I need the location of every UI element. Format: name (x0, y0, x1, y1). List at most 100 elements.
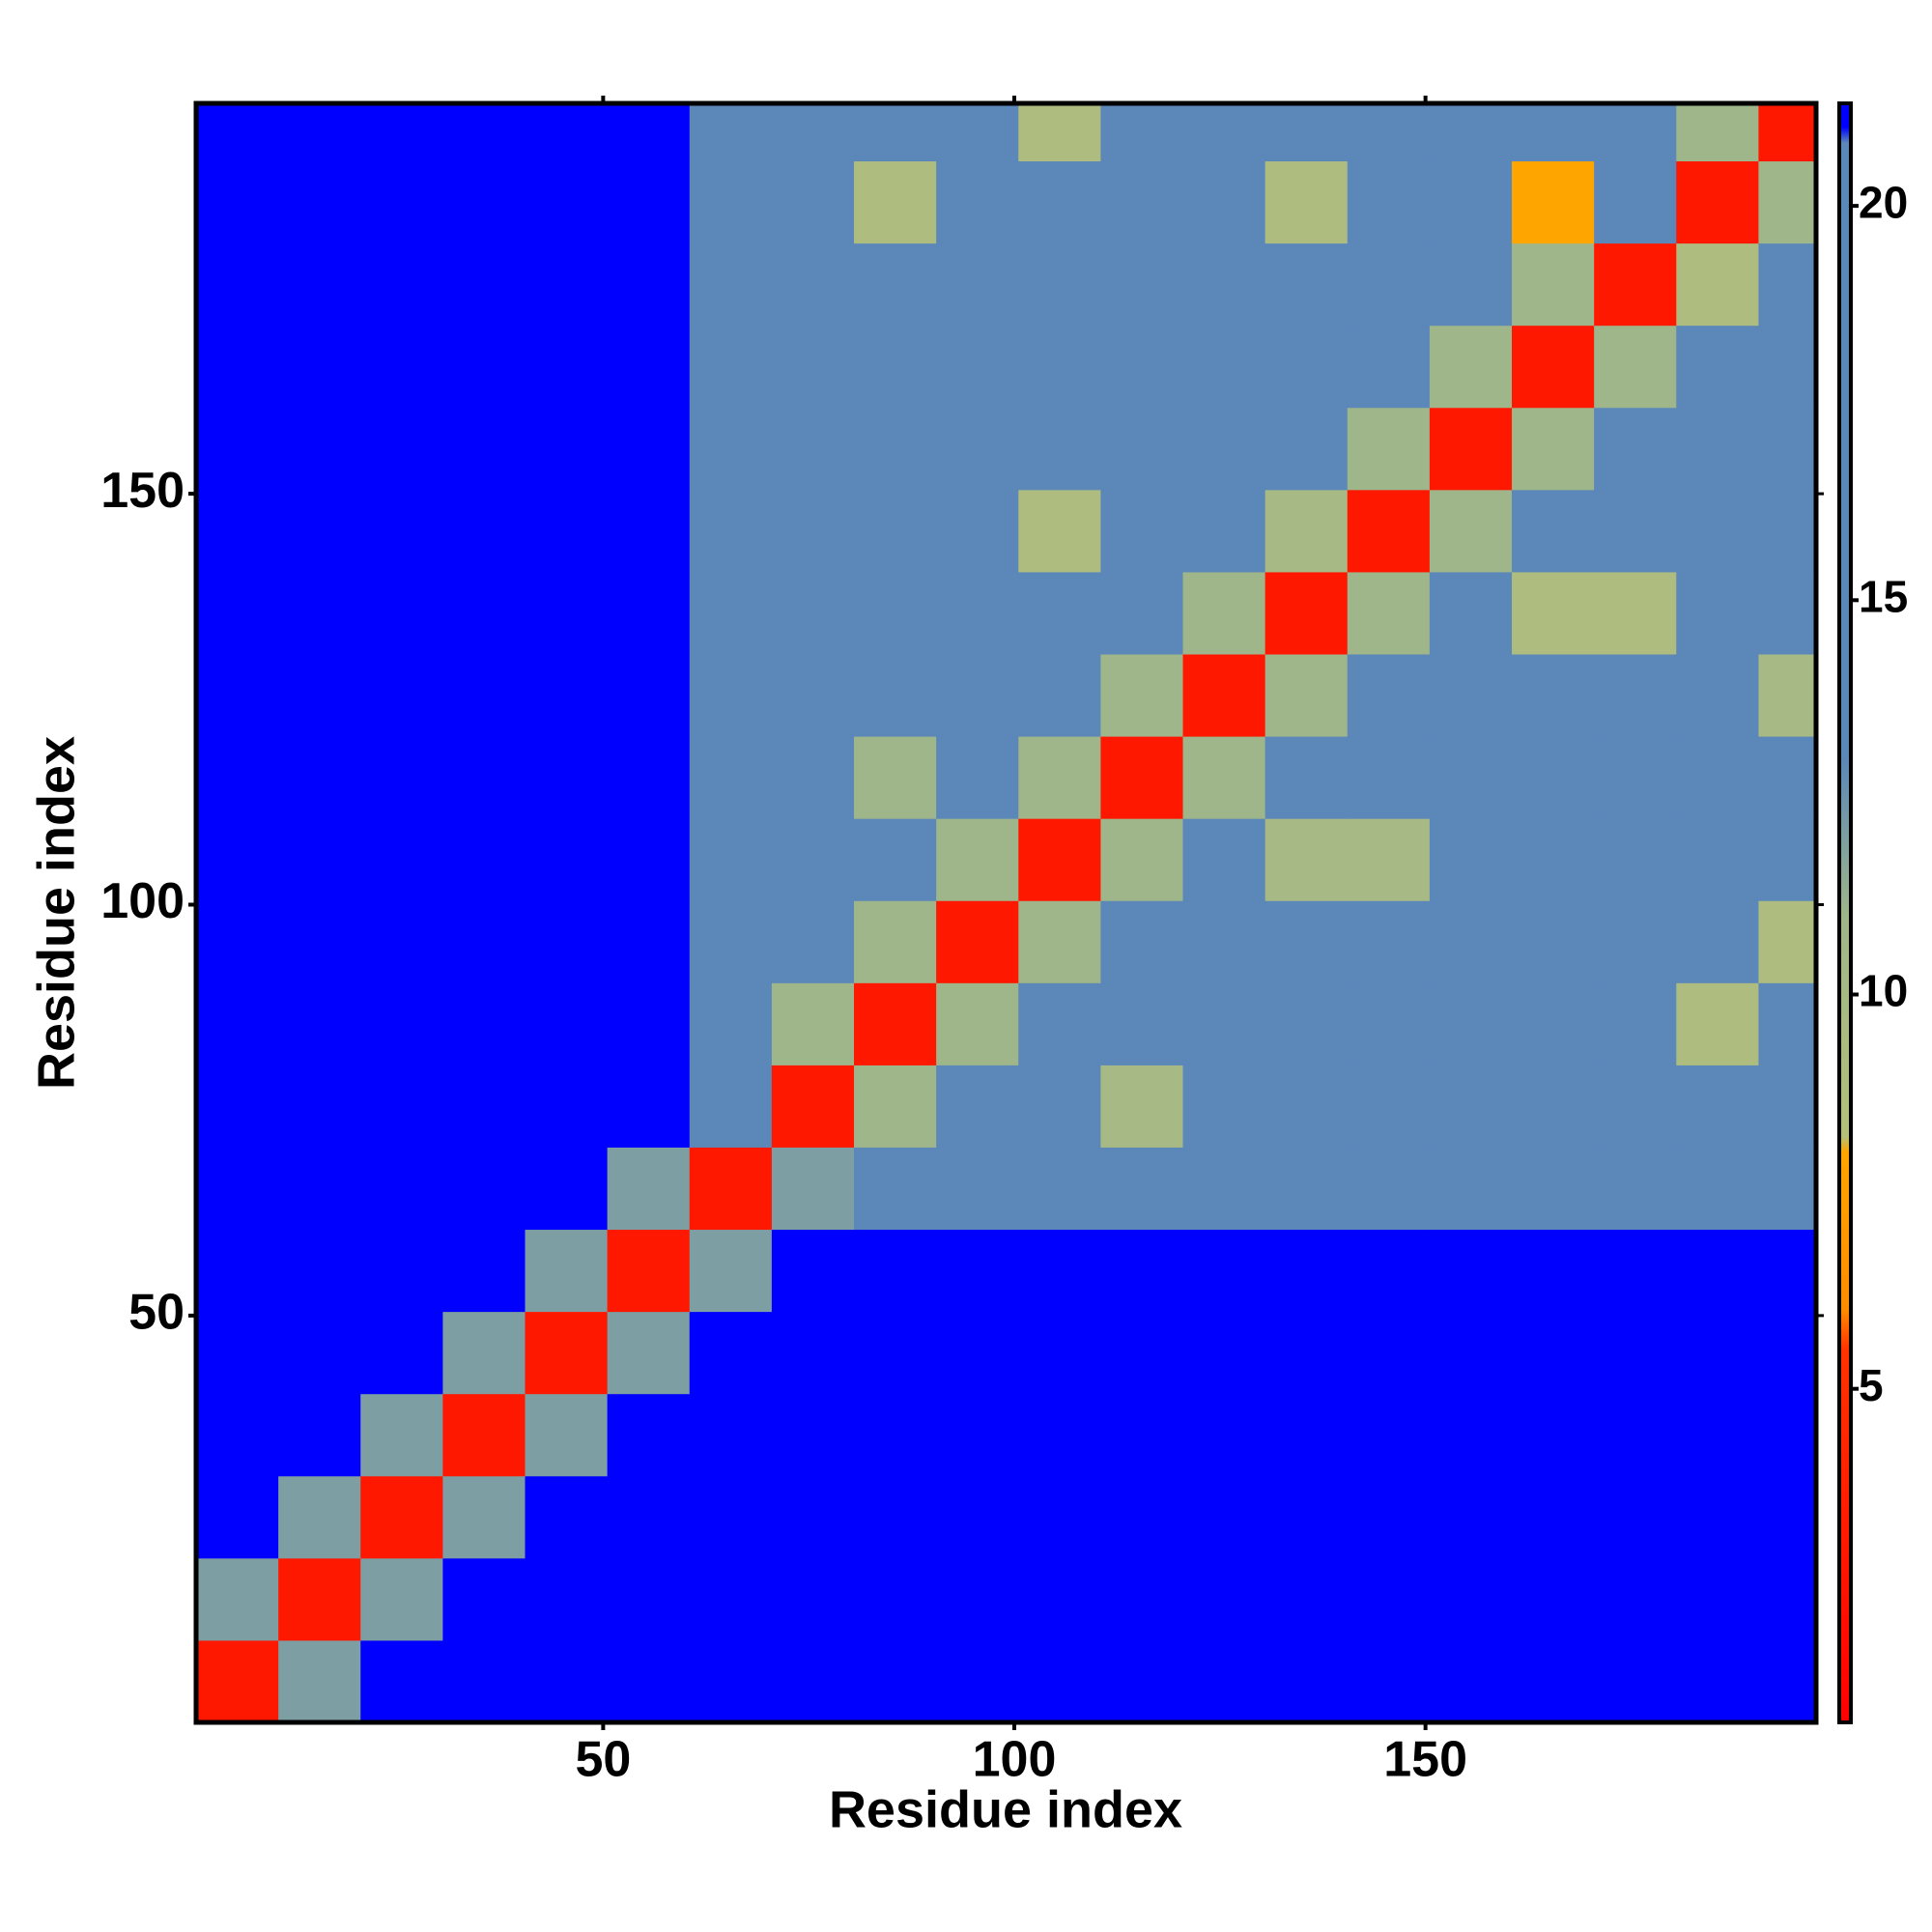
heatmap-cell (1264, 818, 1349, 901)
heatmap-cell (1182, 1475, 1266, 1559)
heatmap-cell (1100, 654, 1184, 737)
heatmap-cell (196, 982, 279, 1065)
heatmap-cell (196, 654, 279, 737)
heatmap-cells (196, 103, 1816, 1722)
heatmap-cell (1100, 407, 1184, 491)
heatmap-cell (689, 1639, 773, 1722)
heatmap-cell (360, 900, 443, 983)
heatmap-cell (1512, 1557, 1595, 1641)
heatmap-cell (1758, 1393, 1816, 1477)
heatmap-cell (1758, 1065, 1816, 1148)
heatmap-cell (1264, 1393, 1349, 1477)
heatmap-cell (1676, 325, 1759, 409)
heatmap-cell (771, 1065, 855, 1148)
heatmap-cell (689, 982, 773, 1065)
heatmap-cell (1758, 1311, 1816, 1395)
heatmap-cell (525, 242, 609, 327)
heatmap-cell (936, 900, 1019, 983)
heatmap-cell (278, 1639, 361, 1722)
heatmap-cell (936, 818, 1019, 901)
heatmap-cell (1182, 489, 1266, 573)
heatmap-cell (1264, 1229, 1349, 1313)
heatmap-cell (1347, 1639, 1431, 1722)
heatmap-cell (525, 736, 609, 819)
heatmap-cell (771, 1393, 855, 1477)
heatmap-cell (1512, 571, 1595, 655)
heatmap-cell (607, 407, 691, 491)
heatmap-cell (525, 900, 609, 983)
heatmap-cell (1758, 1557, 1816, 1641)
heatmap-cell (1429, 1147, 1513, 1231)
heatmap-cell (936, 1147, 1019, 1231)
heatmap-cell (607, 571, 691, 655)
heatmap-cell (278, 982, 361, 1065)
heatmap-cell (936, 654, 1019, 737)
heatmap-cell (607, 489, 691, 573)
heatmap-cell (1347, 982, 1431, 1065)
heatmap-cell (1264, 1475, 1349, 1559)
heatmap-cell (1347, 1229, 1431, 1313)
heatmap-cell (1758, 1475, 1816, 1559)
heatmap-cell (1758, 1639, 1816, 1722)
heatmap-cell (1182, 982, 1266, 1065)
heatmap-cell (854, 242, 937, 327)
heatmap-cell (278, 242, 361, 327)
heatmap-cell (196, 160, 279, 244)
heatmap-cell (1676, 242, 1759, 327)
heatmap-cell (196, 1557, 279, 1641)
heatmap-cell (278, 1393, 361, 1477)
heatmap-cell (1018, 1065, 1101, 1148)
heatmap-cell (1182, 900, 1266, 983)
heatmap-cell (1018, 818, 1101, 901)
heatmap-cell (689, 1475, 773, 1559)
heatmap-cell (607, 982, 691, 1065)
heatmap-cell (1676, 654, 1759, 737)
heatmap-cell (1264, 736, 1349, 819)
heatmap-cell (1758, 900, 1816, 983)
heatmap-cell (360, 1557, 443, 1641)
heatmap-cell (1182, 818, 1266, 901)
colorbar-tick-label: 15 (1859, 571, 1908, 621)
heatmap-cell (1264, 1311, 1349, 1395)
heatmap-cell (854, 103, 937, 162)
heatmap-cell (360, 1393, 443, 1477)
heatmap-cell (1182, 242, 1266, 327)
heatmap-cell (936, 1393, 1019, 1477)
x-tick-label: 150 (1383, 1732, 1467, 1788)
heatmap-cell (936, 1065, 1019, 1148)
heatmap-cell (442, 1475, 526, 1559)
heatmap-cell (607, 325, 691, 409)
x-axis-label: Residue index (829, 1780, 1182, 1838)
heatmap-cell (607, 103, 691, 162)
heatmap-cell (1594, 736, 1677, 819)
heatmap-cell (607, 1475, 691, 1559)
heatmap-cell (196, 103, 279, 162)
heatmap-cell (854, 1639, 937, 1722)
heatmap-cell (278, 736, 361, 819)
heatmap-cell (854, 1557, 937, 1641)
heatmap-cell (1594, 1557, 1677, 1641)
heatmap-cell (196, 900, 279, 983)
heatmap-cell (1512, 489, 1595, 573)
heatmap-cell (854, 160, 937, 244)
heatmap-cell (1594, 900, 1677, 983)
heatmap-cell (1264, 407, 1349, 491)
heatmap-cell (607, 1229, 691, 1313)
heatmap-cell (1347, 654, 1431, 737)
heatmap-cell (607, 654, 691, 737)
heatmap-cell (360, 489, 443, 573)
heatmap-cell (854, 407, 937, 491)
heatmap-cell (442, 1147, 526, 1231)
heatmap-cell (1018, 1639, 1101, 1722)
heatmap-cell (1100, 1065, 1184, 1148)
heatmap-cell (1512, 818, 1595, 901)
heatmap-cell (278, 489, 361, 573)
heatmap-cell (442, 489, 526, 573)
heatmap-cell (442, 103, 526, 162)
heatmap-cell (1429, 1311, 1513, 1395)
heatmap-cell (360, 736, 443, 819)
heatmap-cell (442, 736, 526, 819)
heatmap-cell (689, 407, 773, 491)
heatmap-cell (1264, 160, 1349, 244)
heatmap-cell (1182, 1147, 1266, 1231)
